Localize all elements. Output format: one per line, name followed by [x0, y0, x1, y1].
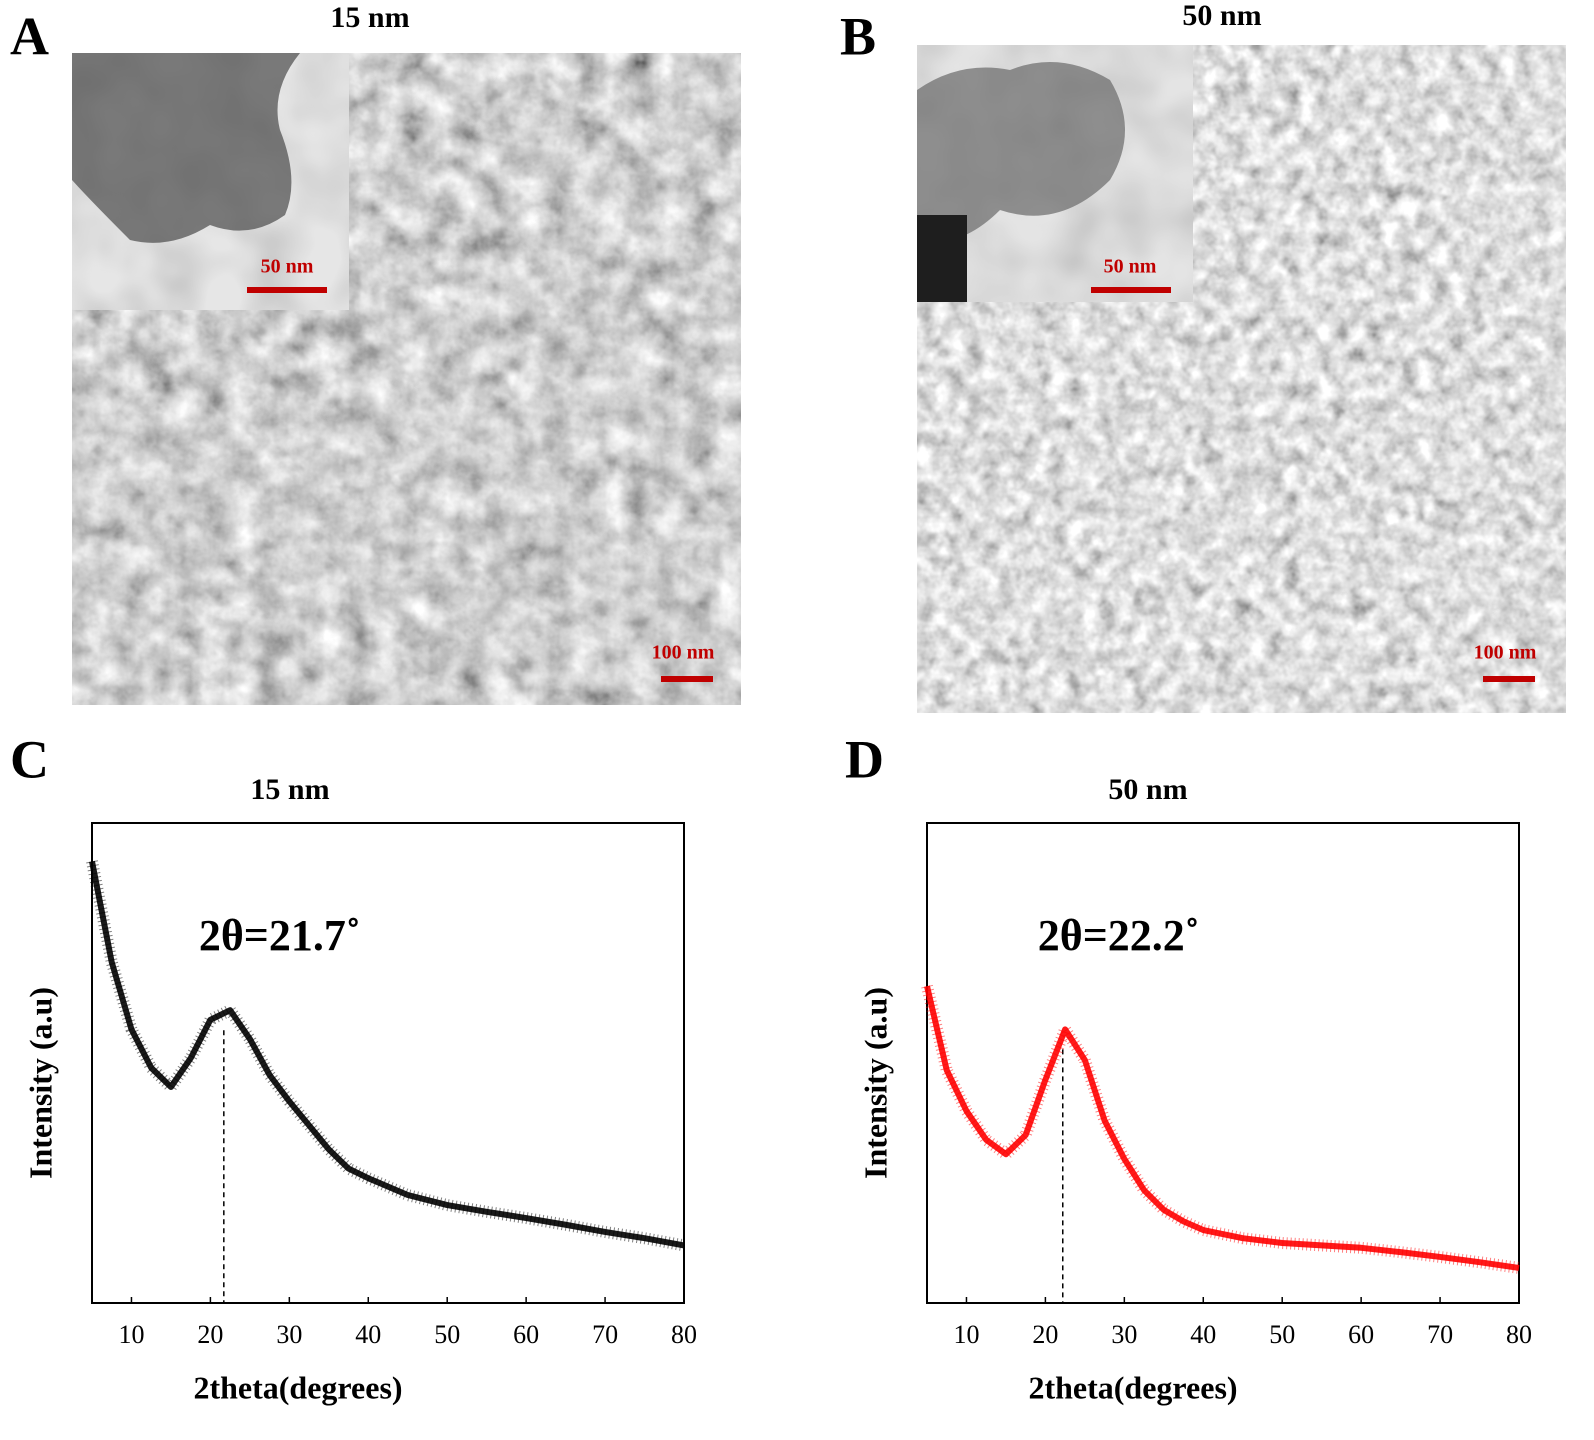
x-tick-label: 30 [276, 1320, 302, 1349]
x-tick-label: 20 [197, 1320, 223, 1349]
x-axis-label: 2theta(degrees) [193, 1369, 402, 1405]
y-axis-label: Intensity (a.u) [22, 987, 58, 1179]
x-tick-label: 10 [118, 1320, 144, 1349]
panel-letter: D [845, 729, 884, 789]
xrd-curve-core [921, 984, 1520, 1274]
plot-frame [91, 822, 685, 1304]
panel-title: 50 nm [1182, 0, 1261, 32]
x-axis-label: 2theta(degrees) [1028, 1369, 1237, 1405]
scale-label: 100 nm [1474, 642, 1537, 664]
x-tick-label: 40 [1190, 1320, 1216, 1349]
tem-particles [917, 62, 1125, 242]
chart-title: 15 nm [250, 773, 329, 806]
y-axis-label: Intensity (a.u) [857, 987, 893, 1179]
plot-frame [926, 822, 1520, 1304]
x-tick-label: 80 [1506, 1320, 1532, 1349]
xrd-curve [89, 860, 685, 1249]
x-tick-label: 80 [671, 1320, 697, 1349]
x-tick-label: 20 [1032, 1320, 1058, 1349]
inset-scale-label: 50 nm [1104, 256, 1157, 278]
panel-letter: C [10, 729, 49, 789]
panel-letter: A [10, 6, 49, 66]
scale-label: 100 nm [652, 642, 715, 664]
tem-dark [917, 215, 967, 302]
scale-bar [1483, 676, 1535, 682]
x-tick-label: 60 [513, 1320, 539, 1349]
panel-title: 15 nm [330, 1, 409, 34]
x-tick-label: 30 [1111, 1320, 1137, 1349]
chart-title: 50 nm [1108, 773, 1187, 806]
x-tick-label: 70 [1427, 1320, 1453, 1349]
scale-bar [1091, 287, 1171, 293]
xrd-curve [924, 985, 1520, 1271]
panel-letter: B [840, 6, 876, 66]
x-tick-label: 50 [434, 1320, 460, 1349]
peak-annotation: 2θ=21.7˚ [199, 911, 361, 960]
scale-bar [247, 287, 327, 293]
x-tick-label: 60 [1348, 1320, 1374, 1349]
scale-bar [661, 676, 713, 682]
peak-annotation: 2θ=22.2˚ [1038, 911, 1200, 960]
x-tick-label: 70 [592, 1320, 618, 1349]
tem-particles [72, 53, 300, 243]
inset-scale-label: 50 nm [261, 256, 314, 278]
x-tick-label: 10 [953, 1320, 979, 1349]
x-tick-label: 50 [1269, 1320, 1295, 1349]
xrd-curve-core [86, 860, 686, 1252]
x-tick-label: 40 [355, 1320, 381, 1349]
